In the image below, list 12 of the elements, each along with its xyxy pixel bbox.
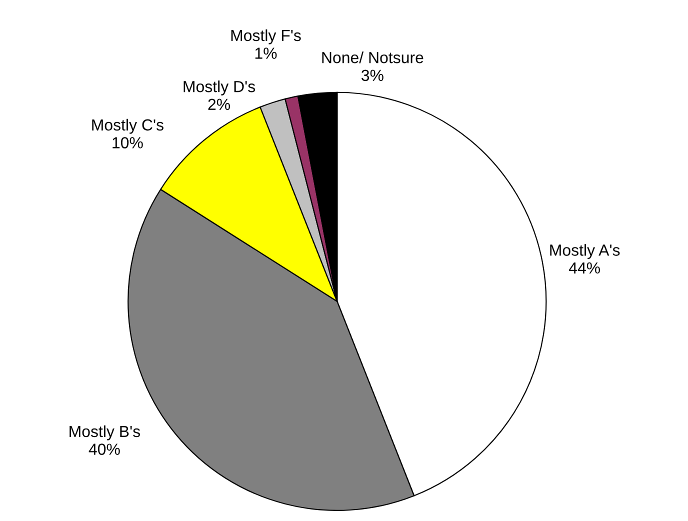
slice-label: Mostly D's	[184, 80, 256, 96]
data-label: 10%	[112, 137, 143, 148]
data-label: 2%	[208, 98, 230, 110]
slice-label: Mostly C's	[92, 118, 164, 134]
data-label: 40%	[88, 444, 120, 455]
slice-label: Mostly B's	[70, 425, 140, 440]
data-label: 44%	[568, 262, 600, 274]
slice-label: None/ Notsure	[322, 52, 424, 64]
slice-label: Mostly F's	[231, 29, 301, 44]
data-label: 3%	[362, 70, 384, 82]
slice-label: Mostly A's	[550, 244, 620, 259]
data-label: 1%	[255, 48, 277, 59]
